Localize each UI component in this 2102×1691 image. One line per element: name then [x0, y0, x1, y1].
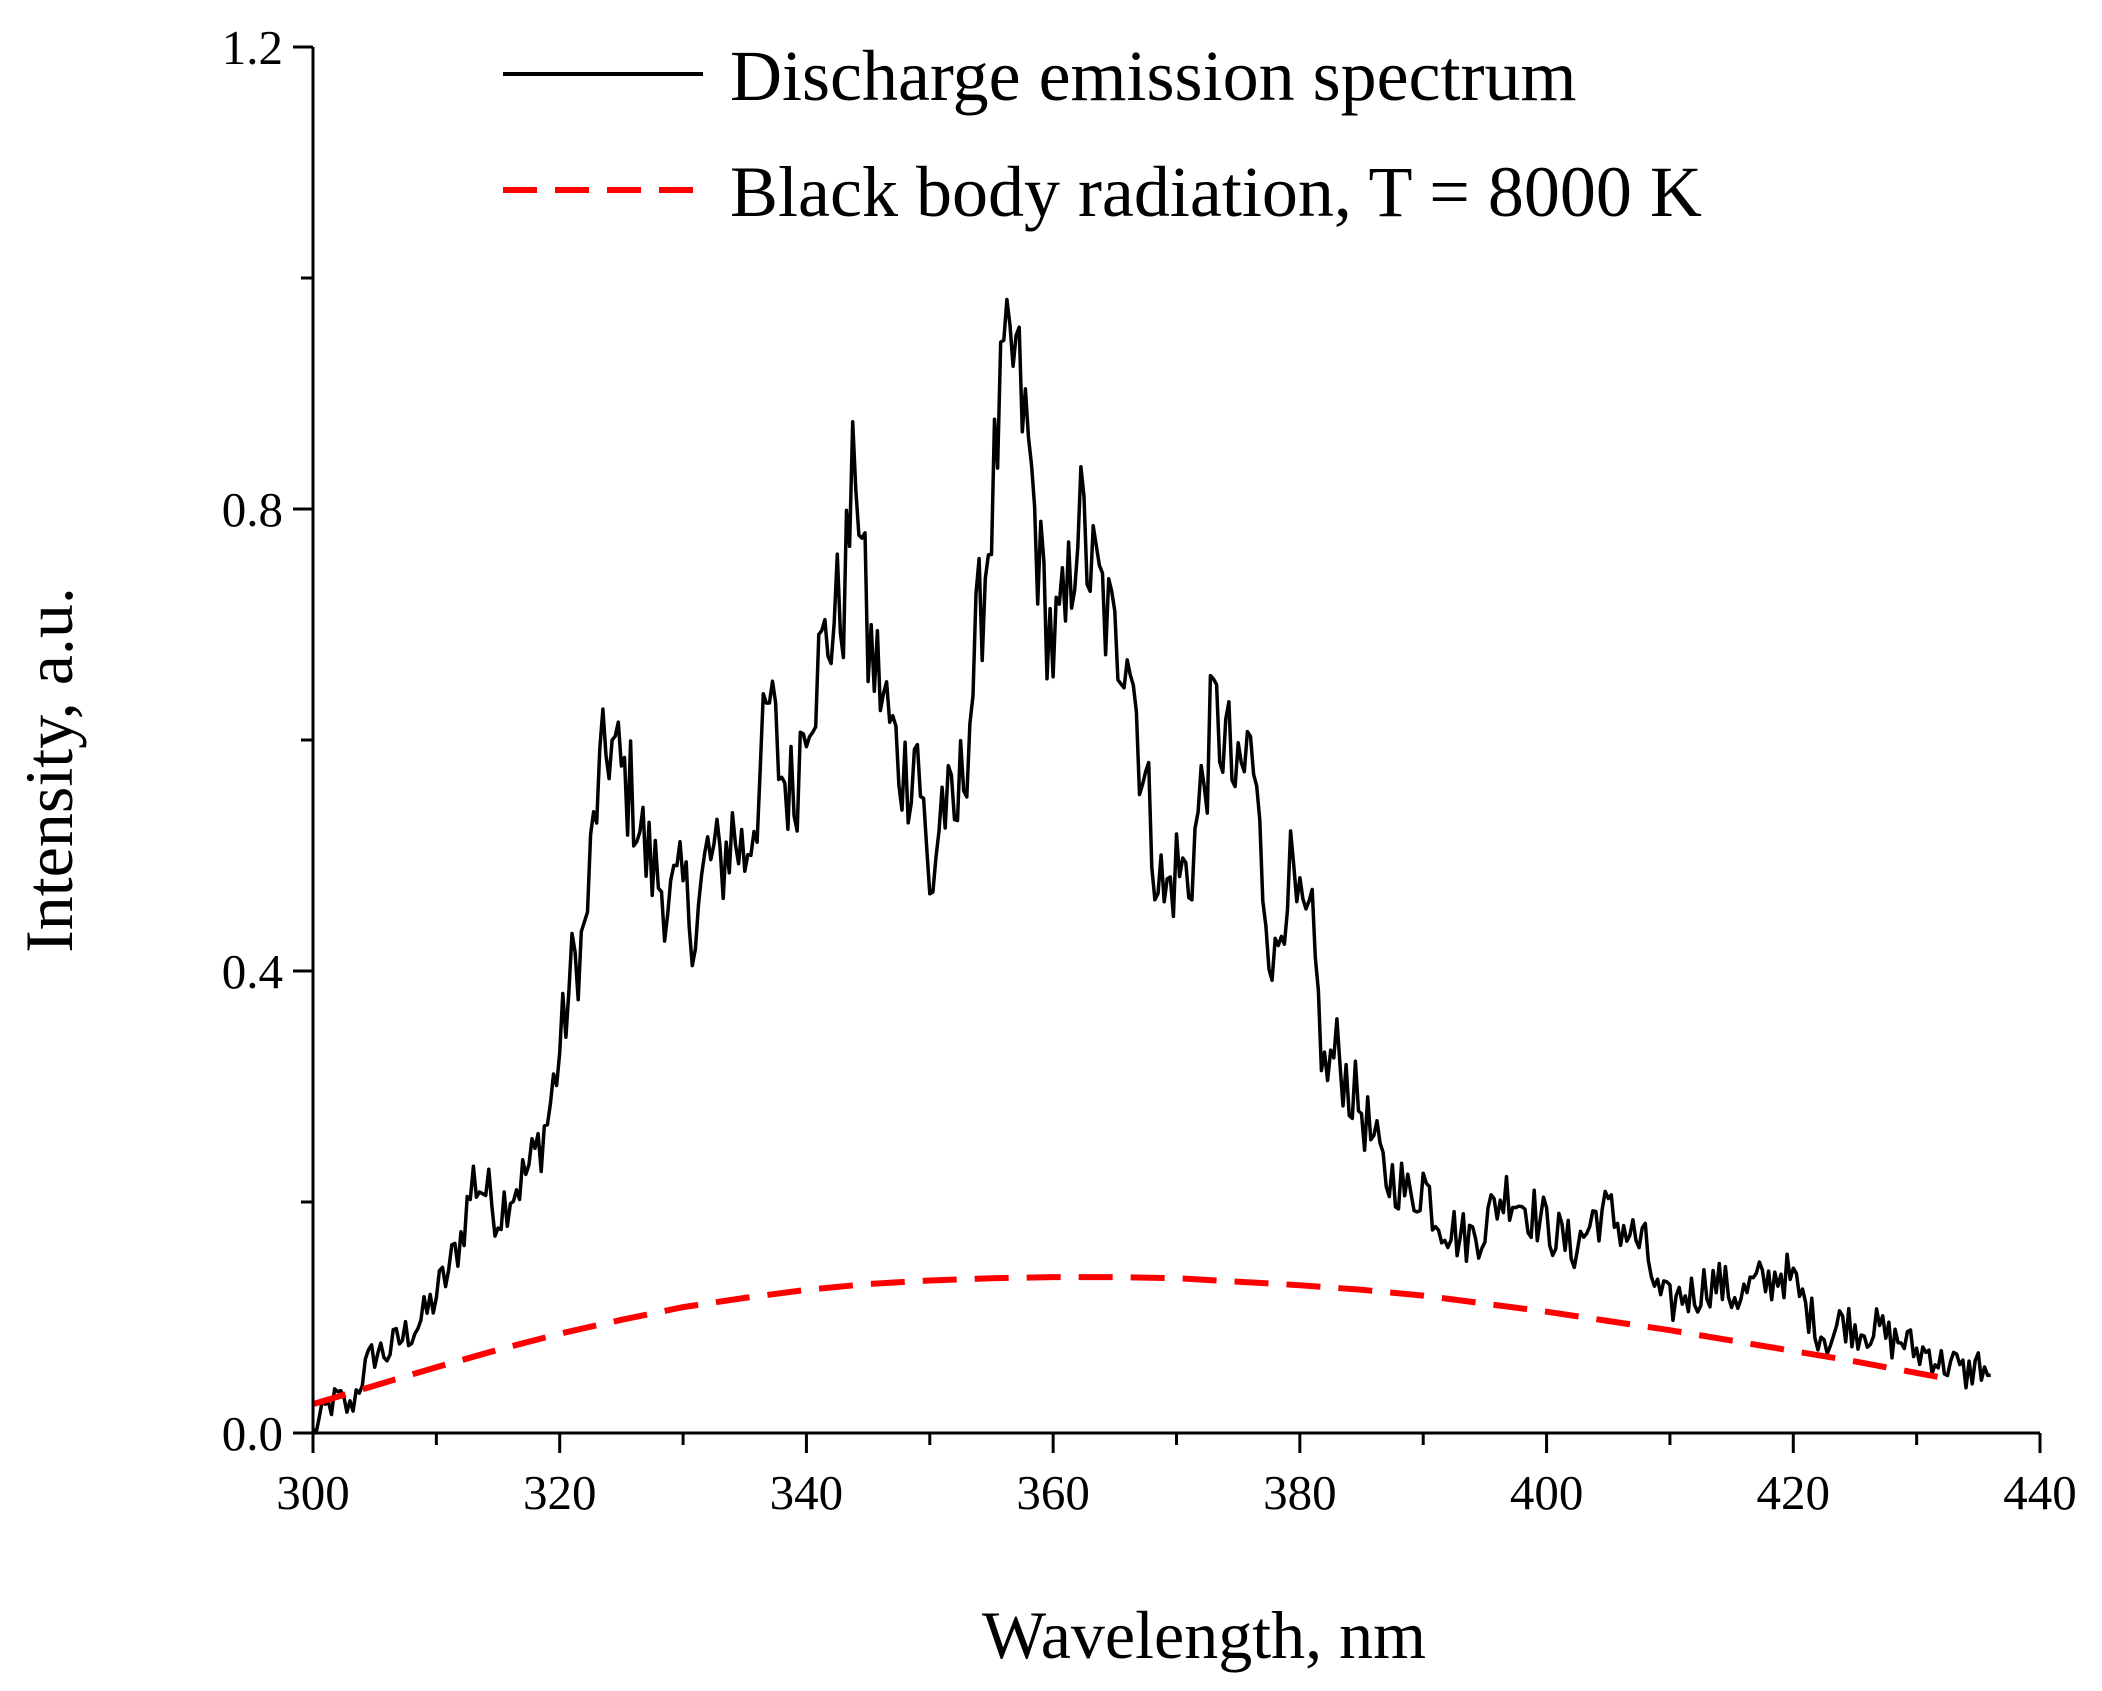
y-tick-label: 1.2 [222, 20, 283, 75]
series-line-discharge [311, 297, 1991, 1435]
y-tick-label: 0.0 [222, 1406, 283, 1461]
x-tick-label: 340 [770, 1465, 844, 1520]
ticks-layer [293, 45, 2042, 1453]
x-tick-label: 440 [2003, 1465, 2077, 1520]
x-tick-label: 300 [276, 1465, 350, 1520]
legend-label-discharge: Discharge emission spectrum [730, 36, 1577, 116]
y-axis-title: Intensity, a.u. [11, 587, 87, 953]
series-layer [311, 297, 1991, 1435]
series-line-blackbody [312, 1274, 1955, 1407]
labels-layer: 300 320 340 360 380 400 420 440 0.0 0.4 0.8 1.2 [222, 20, 2077, 1520]
x-tick-label: 420 [1757, 1465, 1831, 1520]
x-tick-label: 320 [523, 1465, 597, 1520]
x-tick-label: 400 [1510, 1465, 1584, 1520]
x-tick-label: 360 [1016, 1465, 1090, 1520]
x-axis-title: Wavelength, nm [982, 1597, 1426, 1673]
y-tick-label: 0.8 [222, 482, 283, 537]
legend: Discharge emission spectrum Black body r… [503, 36, 1702, 232]
legend-label-blackbody: Black body radiation, T = 8000 K [730, 152, 1702, 232]
y-tick-label: 0.4 [222, 944, 283, 999]
x-tick-label: 380 [1263, 1465, 1337, 1520]
